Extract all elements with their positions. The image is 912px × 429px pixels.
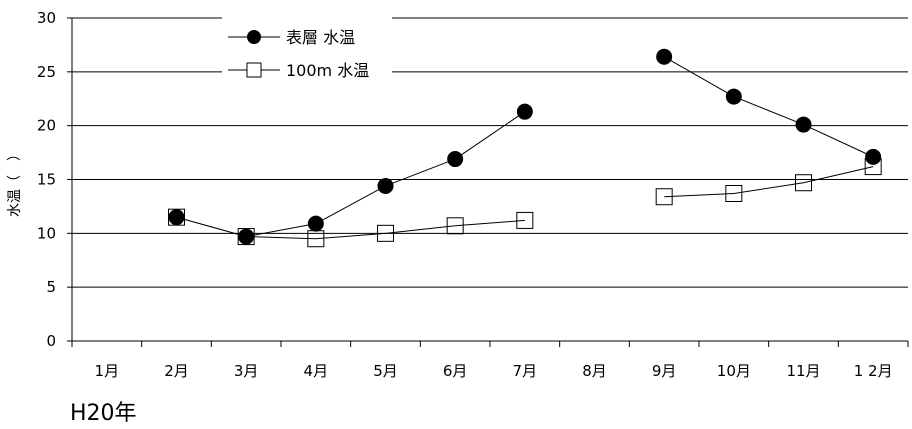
series-layer	[168, 48, 882, 248]
data-point	[655, 188, 673, 206]
y-tick-label: 25	[37, 63, 56, 81]
data-point	[656, 48, 673, 65]
x-tick-label: 9月	[652, 362, 677, 380]
series-100m	[168, 158, 882, 248]
x-tick-label: 8月	[582, 362, 607, 380]
legend-marker-100m	[246, 62, 262, 78]
data-point	[516, 211, 534, 229]
series-line-segment	[663, 56, 735, 98]
y-tick-label: 10	[37, 224, 56, 242]
data-point	[795, 174, 812, 192]
y-tick-label: 5	[46, 278, 56, 296]
series-line-segment	[664, 192, 734, 198]
series-line-segment	[803, 166, 874, 184]
x-tick-label: 10月	[717, 362, 751, 380]
data-point	[377, 224, 394, 242]
data-point	[864, 158, 882, 176]
x-tick-labels: 1月 2月 3月 4月 5月 6月 7月 8月 9月 10月 11月 1 2月	[71, 341, 909, 380]
x-tick-label: 4月	[304, 362, 329, 380]
x-tick-label: 5月	[373, 362, 398, 380]
data-point	[446, 217, 464, 235]
data-point	[307, 215, 324, 232]
series-line-segment	[176, 216, 247, 238]
series-line-segment	[246, 236, 316, 240]
x-tick-label: 2月	[164, 362, 189, 380]
series-line-segment	[733, 182, 804, 194]
series-line-segment	[385, 225, 456, 234]
gridlines	[67, 17, 908, 342]
y-tick-label: 15	[37, 171, 56, 189]
legend-label-100m: 100m 水温	[286, 61, 369, 80]
y-axis-title: 水温（ ）	[7, 147, 23, 217]
data-point	[795, 116, 812, 133]
data-point	[237, 228, 255, 246]
series-line-segment	[315, 185, 386, 225]
x-tick-label: 1月	[95, 362, 120, 380]
y-tick-label: 0	[46, 332, 56, 350]
series-line-segment	[455, 219, 525, 227]
y-tick-labels: 0 5 10 15 20 25 30	[37, 9, 56, 350]
x-tick-label: 1 2月	[854, 362, 893, 380]
series-line-segment	[246, 223, 316, 238]
data-point	[377, 177, 394, 194]
series-line-segment	[733, 96, 804, 126]
x-tick-label: 3月	[234, 362, 259, 380]
series-line-segment	[454, 111, 526, 160]
y-tick-label: 30	[37, 9, 56, 27]
series-line-segment	[315, 232, 386, 240]
data-point	[865, 148, 882, 165]
data-point	[516, 103, 533, 120]
series-line-segment	[803, 124, 874, 158]
data-point	[307, 230, 325, 248]
x-tick-label: 6月	[443, 362, 468, 380]
year-label: H20年	[70, 401, 137, 426]
data-point	[725, 184, 743, 202]
legend-label-surface: 表層 水温	[286, 28, 355, 47]
data-point	[168, 208, 185, 226]
series-line-segment	[385, 158, 456, 187]
data-point	[447, 151, 464, 168]
y-tick-label: 20	[37, 117, 56, 135]
data-point	[725, 88, 742, 105]
x-tick-label: 11月	[786, 362, 820, 380]
legend-marker-surface	[247, 30, 261, 44]
legend: 表層 水温 100m 水温	[222, 16, 392, 88]
x-tick-label: 7月	[513, 362, 538, 380]
